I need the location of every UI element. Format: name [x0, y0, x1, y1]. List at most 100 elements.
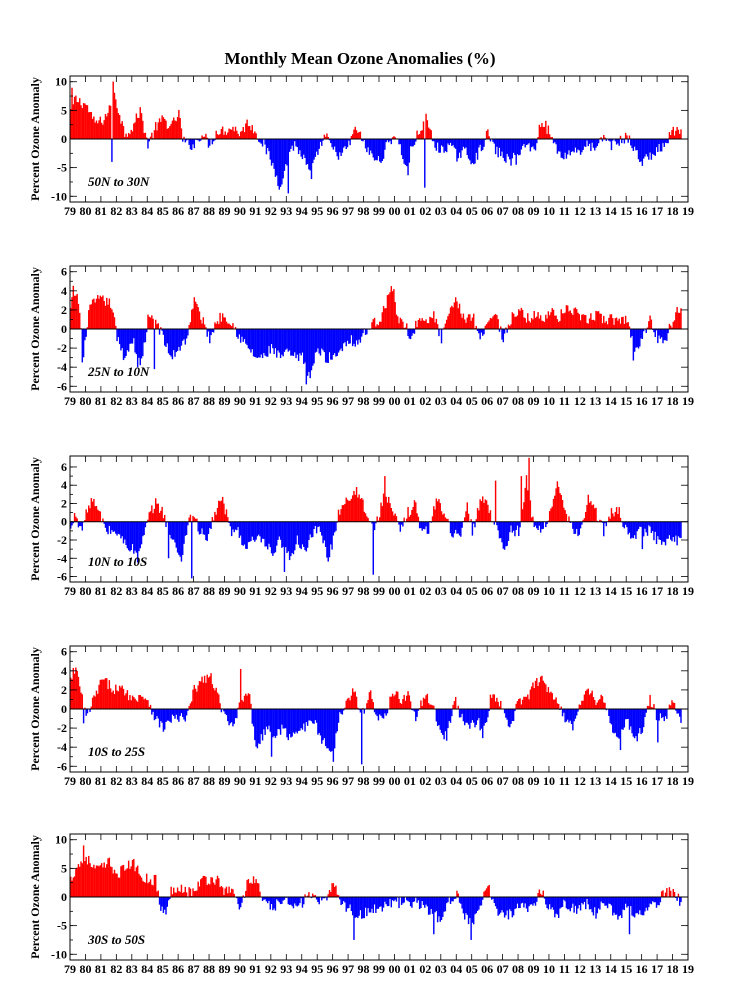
anomaly-bar [281, 329, 283, 355]
anomaly-bar [147, 883, 149, 897]
anomaly-bar [142, 329, 144, 357]
anomaly-bar [599, 897, 601, 910]
anomaly-bar [503, 897, 506, 918]
anomaly-bar [116, 108, 118, 139]
anomaly-bar [299, 521, 301, 548]
anomaly-bar [292, 329, 295, 357]
x-tick-label: 99 [373, 204, 385, 218]
anomaly-bar [588, 502, 591, 522]
anomaly-bar [472, 313, 475, 329]
anomaly-bar [301, 139, 304, 160]
anomaly-bar [303, 709, 305, 724]
anomaly-bar [630, 139, 632, 146]
anomaly-bar [189, 322, 192, 329]
anomaly-bar [619, 897, 622, 916]
anomaly-bar [274, 709, 277, 738]
anomaly-bar [548, 692, 551, 709]
anomaly-bar [214, 511, 216, 522]
anomaly-bar [534, 521, 537, 526]
anomaly-bar [223, 503, 225, 522]
anomaly-bar [380, 502, 382, 522]
anomaly-bar [575, 521, 578, 529]
y-tick-label: 2 [61, 303, 67, 317]
anomaly-bar [122, 126, 125, 139]
anomaly-bar [84, 329, 86, 341]
anomaly-bar [420, 897, 422, 909]
anomaly-bar [384, 308, 386, 329]
x-tick-label: 04 [450, 394, 462, 408]
anomaly-bar [515, 897, 517, 909]
anomaly-bar [81, 329, 84, 363]
anomaly-bar [521, 897, 524, 903]
anomaly-bar [412, 709, 414, 711]
anomaly-bar [93, 695, 95, 709]
anomaly-bar [104, 678, 107, 709]
anomaly-bar [125, 693, 127, 709]
anomaly-bar [79, 686, 81, 709]
anomaly-bar [539, 676, 542, 709]
x-tick-label: 13 [589, 584, 601, 598]
anomaly-bar [310, 139, 313, 180]
anomaly-bar [597, 311, 600, 329]
anomaly-bar [229, 892, 232, 897]
anomaly-bar [403, 517, 405, 522]
anomaly-bar [157, 122, 159, 139]
anomaly-bar [330, 891, 332, 897]
anomaly-bar [472, 139, 475, 165]
anomaly-bar [371, 698, 373, 709]
anomaly-bar [163, 514, 166, 522]
x-tick-label: 82 [110, 584, 122, 598]
anomaly-bar [355, 487, 358, 522]
anomaly-bar [505, 521, 507, 547]
anomaly-bar [375, 521, 377, 524]
anomaly-bar [373, 897, 376, 905]
anomaly-bar [152, 318, 154, 329]
anomaly-bar [254, 709, 256, 741]
anomaly-bar [228, 886, 230, 897]
anomaly-bar [538, 521, 541, 526]
anomaly-bar [399, 317, 402, 329]
anomaly-bar [483, 502, 485, 522]
anomaly-bar [431, 516, 434, 522]
x-tick-label: 18 [667, 204, 679, 218]
anomaly-bar [403, 139, 405, 164]
anomaly-bar [117, 113, 120, 139]
anomaly-bar [99, 295, 102, 329]
anomaly-bar [276, 521, 278, 546]
anomaly-bar [398, 323, 400, 329]
anomaly-bar [524, 897, 526, 904]
x-tick-label: 91 [249, 962, 261, 976]
anomaly-bar [595, 704, 597, 709]
anomaly-bar [537, 686, 539, 709]
anomaly-bar [608, 897, 610, 904]
anomaly-bar [230, 326, 233, 329]
x-tick-label: 99 [373, 774, 385, 788]
anomaly-bar [438, 897, 440, 917]
anomaly-bar [156, 130, 158, 139]
anomaly-bar [475, 519, 477, 522]
anomaly-bar [187, 521, 189, 526]
anomaly-bar [627, 709, 629, 719]
anomaly-bar [337, 139, 340, 160]
x-tick-label: 84 [141, 204, 153, 218]
anomaly-bar [669, 521, 672, 540]
x-tick-label: 94 [296, 394, 308, 408]
anomaly-bar [144, 132, 147, 139]
anomaly-bar [242, 521, 244, 546]
anomaly-bar [673, 320, 676, 329]
x-tick-label: 03 [435, 584, 447, 598]
anomaly-bar [107, 112, 109, 139]
anomaly-bar [86, 512, 89, 522]
anomaly-bar [524, 318, 526, 329]
anomaly-bar [130, 129, 132, 139]
anomaly-bar [269, 329, 271, 354]
anomaly-bar [568, 709, 570, 723]
anomaly-bar [273, 897, 275, 909]
anomaly-bar [523, 317, 525, 329]
anomaly-bar [306, 895, 309, 897]
anomaly-bar [624, 132, 627, 139]
anomaly-bar [578, 521, 580, 535]
anomaly-bar [188, 517, 190, 522]
anomaly-bar [472, 897, 475, 925]
anomaly-bar [319, 329, 322, 356]
